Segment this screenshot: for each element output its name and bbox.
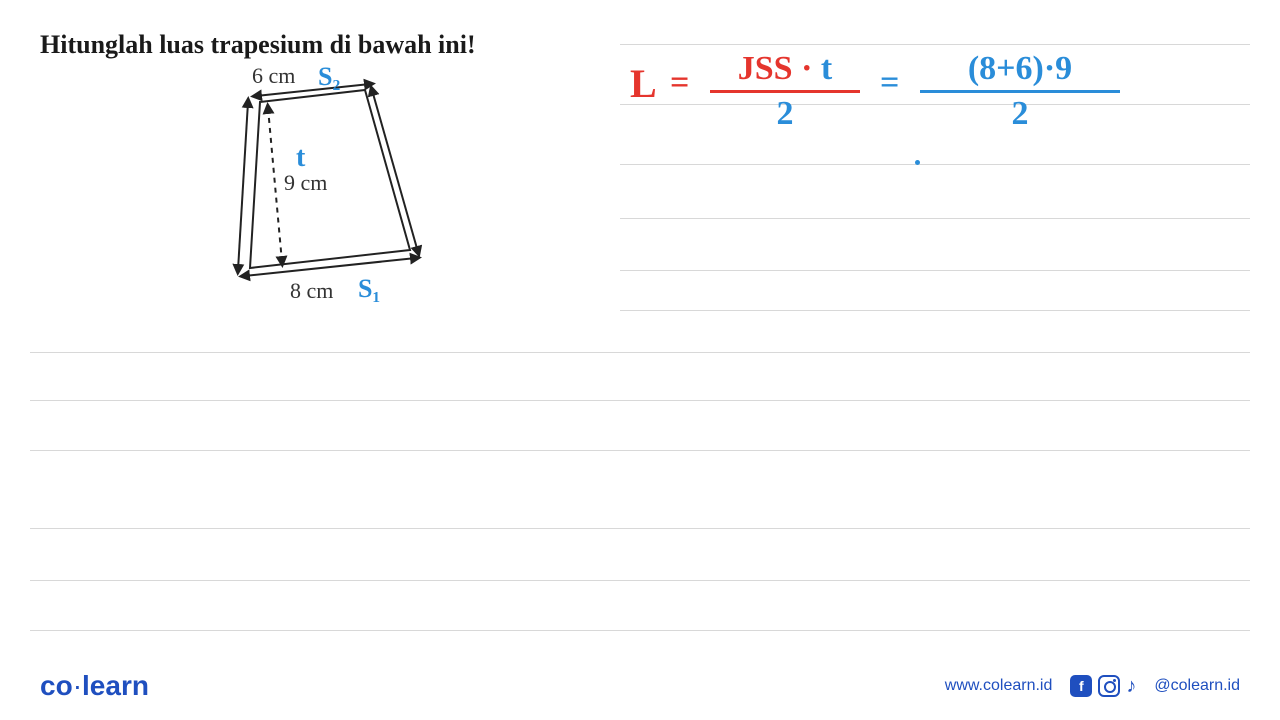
equation-lhs: L bbox=[630, 60, 657, 107]
frac2-den: 2 bbox=[1012, 95, 1029, 133]
facebook-icon[interactable]: f bbox=[1070, 675, 1092, 697]
dimension-height: 9 cm bbox=[284, 170, 327, 196]
logo-dot: · bbox=[73, 670, 82, 701]
social-icons: f ♪ bbox=[1070, 675, 1136, 698]
dimension-bottom: 8 cm bbox=[290, 278, 333, 304]
footer-right: www.colearn.id f ♪ @colearn.id bbox=[945, 675, 1240, 698]
dimension-top: 6 cm bbox=[252, 63, 295, 89]
instagram-icon[interactable] bbox=[1098, 675, 1120, 697]
footer-handle: @colearn.id bbox=[1154, 677, 1240, 695]
stray-dot bbox=[915, 160, 920, 165]
frac1-den: 2 bbox=[777, 95, 794, 133]
frac1-num-text: JSS · bbox=[738, 50, 821, 87]
footer-url[interactable]: www.colearn.id bbox=[945, 677, 1053, 695]
equation-fraction-2: (8+6)·9 2 bbox=[920, 50, 1120, 133]
frac2-num: (8+6)·9 bbox=[968, 50, 1072, 88]
equation-fraction-1: JSS · t 2 bbox=[710, 50, 860, 133]
question-text: Hitunglah luas trapesium di bawah ini! bbox=[40, 30, 476, 60]
annotation-t: t bbox=[296, 142, 305, 174]
tiktok-icon[interactable]: ♪ bbox=[1126, 675, 1136, 698]
equation-equals-1: = bbox=[670, 64, 689, 102]
annotation-s2: S₂ bbox=[318, 62, 340, 92]
logo-co: co bbox=[40, 670, 73, 701]
logo-learn: learn bbox=[82, 670, 149, 701]
annotation-s1: S₁ bbox=[358, 274, 380, 304]
frac1-num-t: t bbox=[821, 50, 832, 87]
equation-equals-2: = bbox=[880, 64, 899, 102]
colearn-logo: co·learn bbox=[40, 670, 149, 702]
footer: co·learn www.colearn.id f ♪ @colearn.id bbox=[40, 670, 1240, 702]
